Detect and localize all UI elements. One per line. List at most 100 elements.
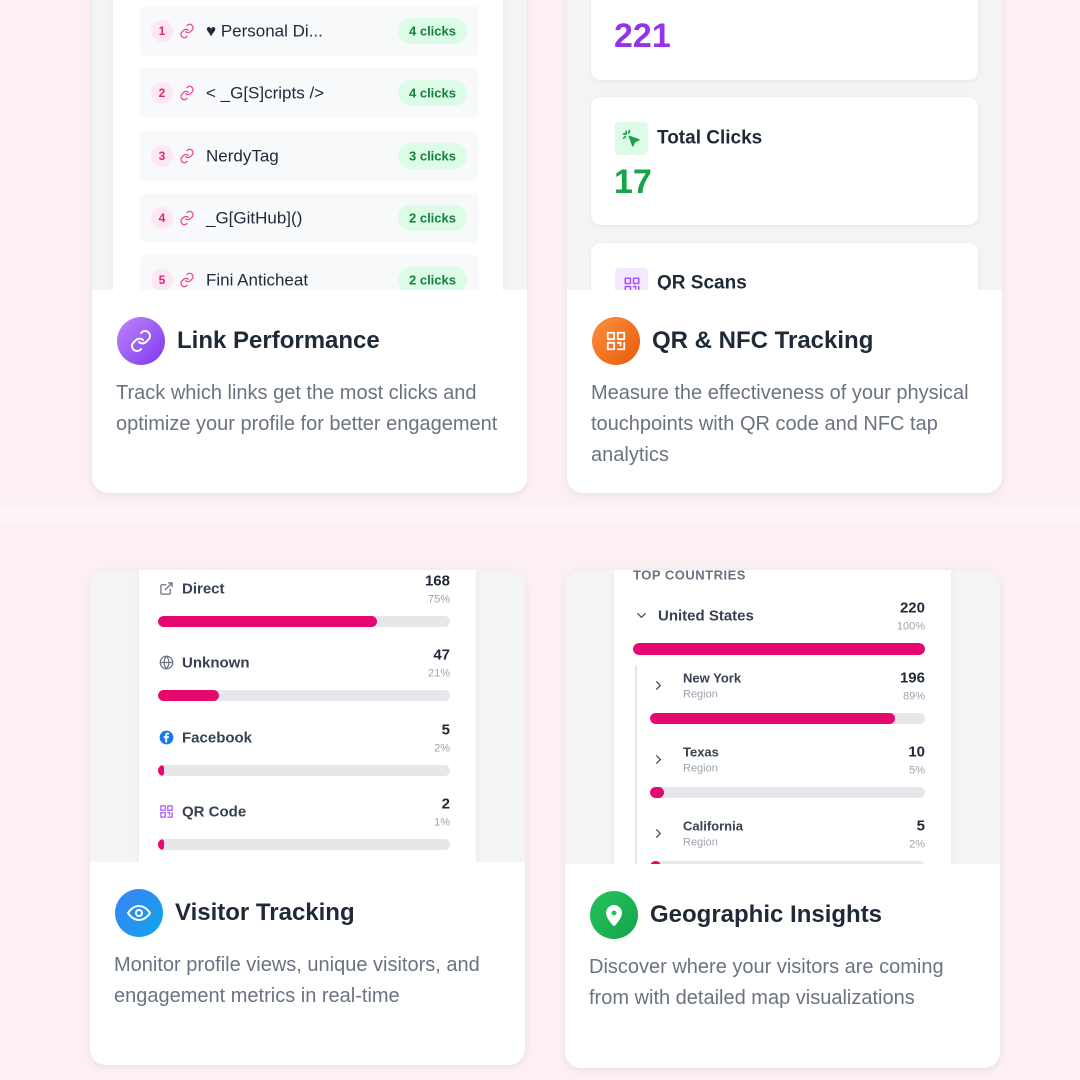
rank-badge: [151, 206, 173, 229]
section-label: TOP COUNTRIES: [633, 570, 746, 583]
stat-label: Total Clicks: [657, 127, 763, 149]
preview-panel: TOP COUNTRIES United States 220 100% New Yor…: [614, 570, 951, 864]
source-share: 2%: [434, 742, 450, 755]
region-count: 5: [916, 817, 925, 835]
card-title: Geographic Insights: [650, 901, 883, 928]
click-pill: 2 clicks: [398, 204, 467, 231]
feature-icon: [590, 891, 638, 939]
feature-card: Direct 168 75% Unknown 47 21% Facebook 5 2% QR Co…: [90, 570, 525, 1065]
feature-card: 1 ♥ Personal Di... 4 clicks 2 < _G[S]cripts …: [92, 0, 527, 493]
source-count: 168: [424, 572, 450, 590]
source-share: 1%: [434, 816, 450, 829]
source-icon: [159, 655, 174, 675]
link-icon: [179, 23, 195, 44]
rank-badge: [151, 269, 173, 290]
preview: Direct 168 75% Unknown 47 21% Facebook 5 2% QR Co…: [90, 570, 525, 862]
stat-value: 17: [614, 163, 652, 201]
stat-label: QR Scans: [657, 272, 747, 291]
click-count: 3 clicks: [409, 148, 456, 164]
share-track: [650, 861, 925, 864]
card-title: QR & NFC Tracking: [652, 327, 874, 354]
rank: 3: [158, 148, 166, 163]
link-icon: [179, 148, 195, 169]
chevron: [634, 608, 649, 628]
link-name: < _G[S]cripts />: [206, 83, 325, 103]
share-track: [650, 713, 925, 724]
stat-icon: [615, 268, 648, 290]
source-icon: [159, 581, 174, 601]
stat-box: [591, 0, 978, 80]
country-name: United States: [658, 607, 754, 625]
feature-card: TOP COUNTRIES United States 220 100% New Yor…: [565, 570, 1000, 1068]
source-name: Direct: [182, 580, 225, 598]
rank: 1: [158, 24, 166, 38]
share-bar: [650, 787, 664, 798]
rank-badge: [151, 82, 173, 105]
source-count: 2: [441, 795, 450, 813]
share-track: [158, 764, 450, 776]
card-description: Discover where your visitors are coming …: [589, 956, 944, 1009]
chevron: [651, 752, 666, 772]
source-icon: [159, 730, 174, 750]
share-bar: [633, 643, 925, 655]
source-name: Unknown: [182, 654, 250, 672]
card-description: Measure the effectiveness of your physic…: [591, 382, 969, 466]
region-share: 89%: [902, 690, 925, 703]
rank: 4: [158, 210, 166, 225]
card-title: Visitor Tracking: [175, 899, 355, 926]
card-description: Track which links get the most clicks an…: [116, 382, 498, 435]
link-name: _G[GitHub](): [206, 208, 303, 228]
separator: [0, 506, 1080, 524]
stat-value: 221: [614, 17, 671, 55]
region-name: Texas: [683, 744, 719, 760]
feature-icon: [117, 317, 165, 365]
share-track: [633, 643, 925, 655]
link-icon: [179, 85, 195, 106]
click-count: 2 clicks: [409, 210, 456, 226]
share-track: [158, 616, 450, 627]
share-bar: [158, 616, 377, 627]
source-name: Facebook: [182, 729, 253, 747]
source-name: QR Code: [182, 803, 247, 821]
rank: 2: [158, 86, 166, 101]
link-name: ♥ Personal Di...: [206, 21, 323, 41]
click-count: 4 clicks: [409, 85, 456, 101]
click-pill: 3 clicks: [398, 142, 467, 169]
region-kind: Region: [683, 762, 718, 775]
source-count: 5: [441, 721, 450, 739]
region-count: 196: [899, 669, 925, 687]
share-track: [158, 690, 450, 702]
stat-box: [591, 97, 978, 225]
source-icon: [159, 804, 174, 824]
card-description: Monitor profile views, unique visitors, …: [114, 954, 480, 1007]
click-count: 4 clicks: [409, 23, 456, 39]
chevron: [651, 678, 666, 698]
source-share: 21%: [427, 667, 450, 680]
region-kind: Region: [683, 836, 718, 849]
stat-icon: [615, 122, 648, 155]
rank: 5: [158, 273, 166, 288]
link-name: NerdyTag: [206, 146, 279, 166]
source-share: 75%: [427, 593, 450, 606]
link-icon: [179, 272, 195, 290]
share-track: [158, 838, 450, 850]
share-bar: [650, 713, 895, 724]
feature-card: 221 Total Clicks 17 QR Scans QR & NFC Tracki…: [567, 0, 1002, 493]
click-pill: 4 clicks: [398, 18, 467, 44]
link-name: Fini Anticheat: [206, 270, 309, 290]
region-border: [635, 665, 637, 864]
click-count: 2 clicks: [409, 272, 456, 288]
card-title: Link Performance: [177, 327, 380, 354]
preview-panel: 1 ♥ Personal Di... 4 clicks 2 < _G[S]cripts …: [113, 0, 503, 290]
share-track: [650, 787, 925, 798]
share-bar: [158, 690, 220, 702]
share-bar: [158, 764, 164, 776]
region-kind: Region: [683, 688, 718, 701]
region-count: 10: [908, 743, 925, 761]
preview: 221 Total Clicks 17 QR Scans: [567, 0, 1002, 290]
region-name: New York: [683, 670, 742, 686]
preview: TOP COUNTRIES United States 220 100% New Yor…: [565, 570, 1000, 864]
share-bar: [158, 838, 164, 850]
region-share: 2%: [909, 838, 925, 851]
